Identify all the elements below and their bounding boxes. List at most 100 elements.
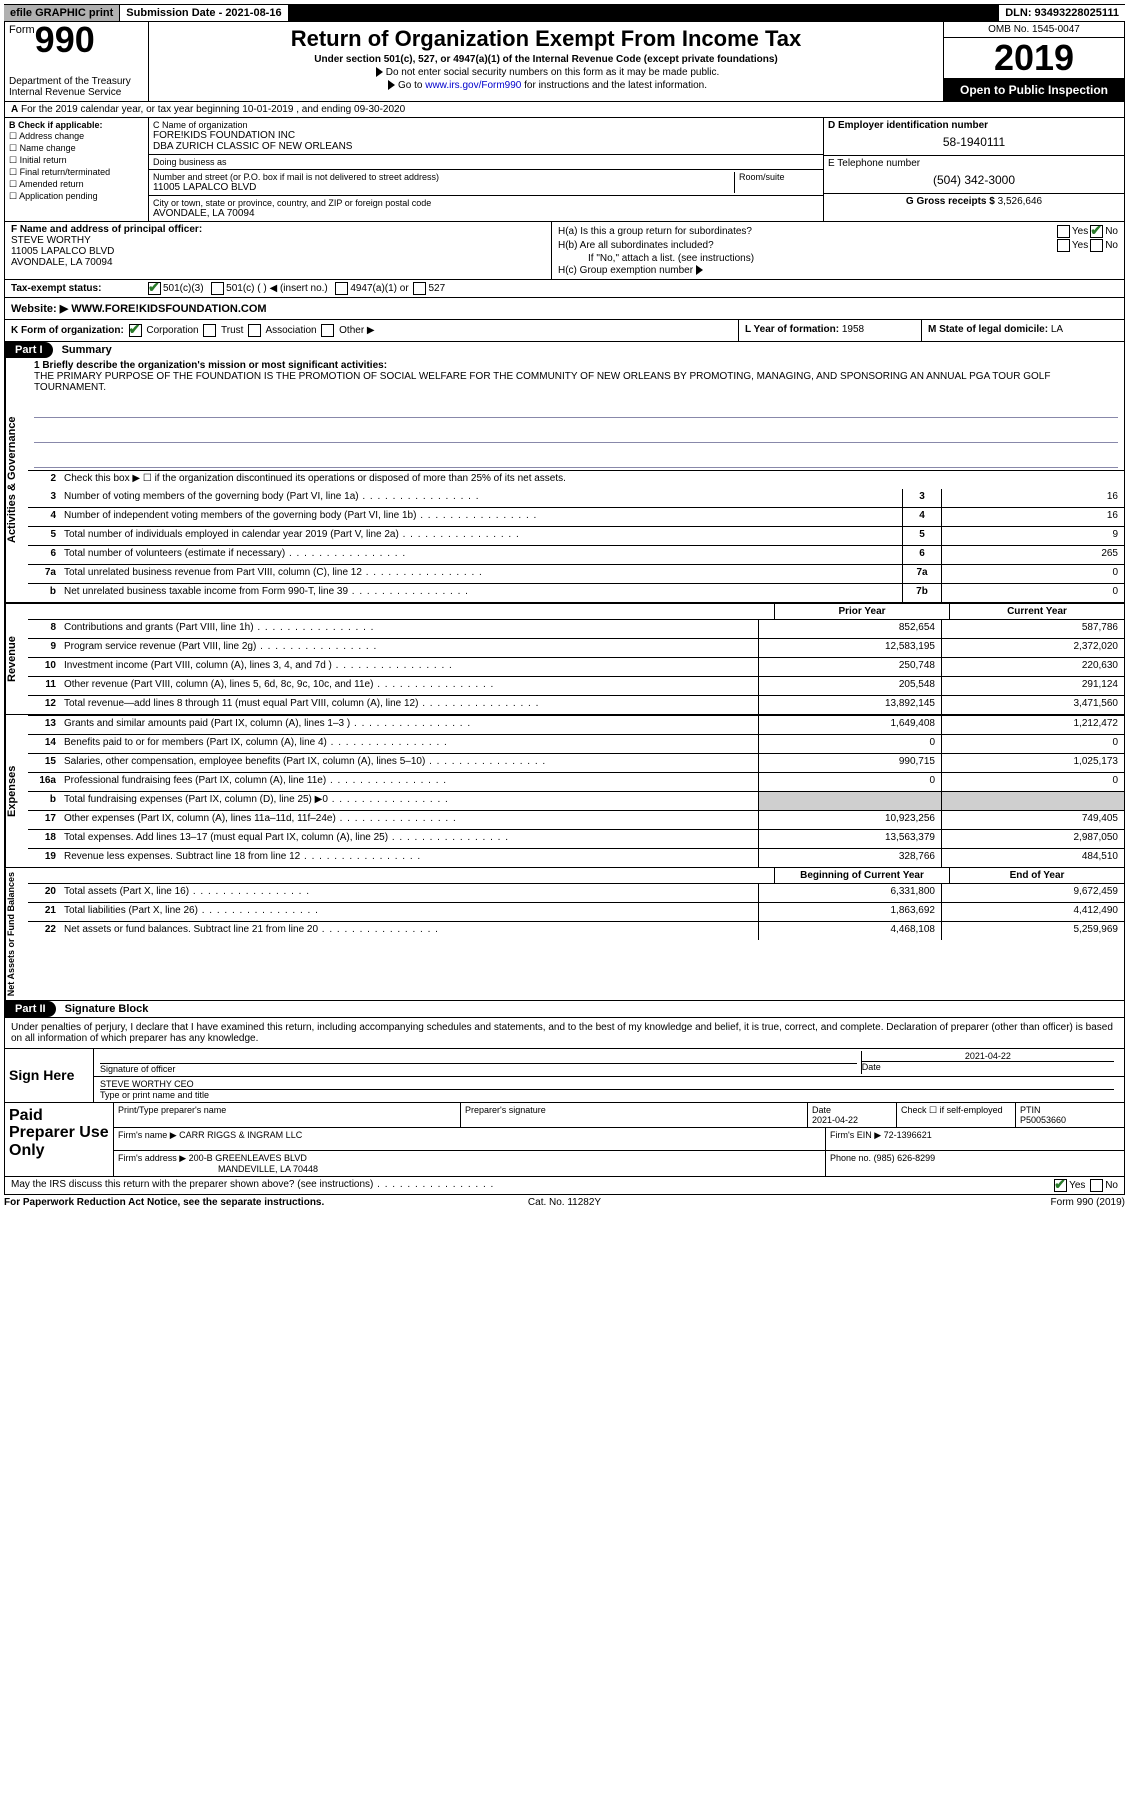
dln: DLN: 93493228025111	[999, 5, 1125, 21]
line-text: Number of independent voting members of …	[60, 508, 902, 526]
irs-no-chk[interactable]	[1090, 1179, 1103, 1192]
hb-no-chk[interactable]	[1090, 239, 1103, 252]
chk-4947[interactable]	[335, 282, 348, 295]
chk-app-pending[interactable]: Application pending	[9, 191, 144, 202]
chk-corp[interactable]	[129, 324, 142, 337]
row-k: K Form of organization: Corporation Trus…	[4, 320, 1125, 342]
hb-yes: Yes	[1072, 240, 1088, 251]
prep-selfemp: Check ☐ if self-employed	[897, 1103, 1016, 1127]
q2-row: 2 Check this box ▶ ☐ if the organization…	[28, 470, 1124, 489]
city-label: City or town, state or province, country…	[153, 198, 819, 208]
officer-label: F Name and address of principal officer:	[11, 224, 545, 235]
chk-trust[interactable]	[203, 324, 216, 337]
line-text: Net assets or fund balances. Subtract li…	[60, 922, 758, 940]
activities-content: 1 Briefly describe the organization's mi…	[28, 358, 1124, 602]
form-subtitle: Under section 501(c), 527, or 4947(a)(1)…	[157, 54, 935, 65]
prior-value: 13,563,379	[758, 830, 941, 848]
prior-value: 10,923,256	[758, 811, 941, 829]
prior-value: 13,892,145	[758, 696, 941, 714]
chk-501c3[interactable]	[148, 282, 161, 295]
ha-no-chk[interactable]	[1090, 225, 1103, 238]
prior-value: 990,715	[758, 754, 941, 772]
header-spacer	[28, 604, 775, 619]
line-row: 9 Program service revenue (Part VIII, li…	[28, 638, 1124, 657]
line-value: 265	[941, 546, 1124, 564]
firm-addr-row: Firm's address ▶ 200-B GREENLEAVES BLVD …	[114, 1151, 1124, 1176]
part-ii-tag: Part II	[5, 1001, 56, 1017]
chk-501c[interactable]	[211, 282, 224, 295]
line-row: 10 Investment income (Part VIII, column …	[28, 657, 1124, 676]
firm-addr-label: Firm's address ▶	[118, 1153, 186, 1163]
line-text: Total fundraising expenses (Part IX, col…	[60, 792, 758, 810]
line-value: 16	[941, 489, 1124, 507]
footer-right: Form 990 (2019)	[751, 1197, 1125, 1208]
prior-value: 328,766	[758, 849, 941, 867]
expenses-content: 13 Grants and similar amounts paid (Part…	[28, 715, 1124, 867]
hdr-prior: Prior Year	[775, 604, 950, 619]
prep-name-hdr: Print/Type preparer's name	[114, 1103, 461, 1127]
chk-name-change[interactable]: Name change	[9, 143, 144, 154]
prior-value: 0	[758, 735, 941, 753]
chk-final-return[interactable]: Final return/terminated	[9, 167, 144, 178]
line-num: 13	[28, 716, 60, 734]
box-f: F Name and address of principal officer:…	[5, 222, 552, 279]
line-num: 5	[28, 527, 60, 545]
chk-527[interactable]	[413, 282, 426, 295]
box-g: G Gross receipts $ 3,526,646	[824, 194, 1124, 209]
hb-yes-chk[interactable]	[1057, 239, 1070, 252]
form-header: Form990 Department of the Treasury Inter…	[4, 22, 1125, 102]
hb-no: No	[1105, 240, 1118, 251]
firm-phone-val: (985) 626-8299	[874, 1153, 936, 1163]
opt-501c3: 501(c)(3)	[163, 283, 204, 294]
footer: For Paperwork Reduction Act Notice, see …	[4, 1195, 1125, 1210]
line-text: Total liabilities (Part X, line 26)	[60, 903, 758, 921]
l-year: L Year of formation: 1958	[739, 320, 922, 341]
line-row: 12 Total revenue—add lines 8 through 11 …	[28, 695, 1124, 714]
irs-yes-chk[interactable]	[1054, 1179, 1067, 1192]
line-row: 5 Total number of individuals employed i…	[28, 526, 1124, 545]
dba-label: Doing business as	[153, 157, 819, 167]
irs-link[interactable]: www.irs.gov/Form990	[425, 80, 521, 91]
line-text: Salaries, other compensation, employee b…	[60, 754, 758, 772]
firm-addr-cell: Firm's address ▶ 200-B GREENLEAVES BLVD …	[114, 1151, 826, 1176]
ha-yes-chk[interactable]	[1057, 225, 1070, 238]
current-value: 9,672,459	[941, 884, 1124, 902]
line-text: Grants and similar amounts paid (Part IX…	[60, 716, 758, 734]
line-row: 8 Contributions and grants (Part VIII, l…	[28, 619, 1124, 638]
hc-label: H(c) Group exemption number	[558, 265, 693, 276]
form-number: 990	[35, 24, 95, 56]
prep-date-cell: Date 2021-04-22	[808, 1103, 897, 1127]
chk-amended[interactable]: Amended return	[9, 179, 144, 190]
prior-value: 0	[758, 773, 941, 791]
chk-assoc[interactable]	[248, 324, 261, 337]
line-text: Program service revenue (Part VIII, line…	[60, 639, 758, 657]
street-cell: Number and street (or P.O. box if mail i…	[149, 170, 823, 196]
line1-text: Do not enter social security numbers on …	[386, 67, 719, 78]
tax-exempt-label: Tax-exempt status:	[11, 283, 146, 294]
org-name-label: C Name of organization	[153, 120, 819, 130]
box-h: H(a) Is this a group return for subordin…	[552, 222, 1124, 279]
line-row: 14 Benefits paid to or for members (Part…	[28, 734, 1124, 753]
irs-yes: Yes	[1069, 1180, 1085, 1191]
sig-name-field: STEVE WORTHY CEO Type or print name and …	[100, 1079, 1118, 1100]
firm-ein-label: Firm's EIN ▶	[830, 1130, 881, 1140]
line-row: b Net unrelated business taxable income …	[28, 583, 1124, 602]
sig-officer-row: Signature of officer 2021-04-22 Date	[94, 1049, 1124, 1077]
row-fh: F Name and address of principal officer:…	[4, 222, 1125, 280]
chk-other[interactable]	[321, 324, 334, 337]
part-ii-title: Signature Block	[59, 1001, 155, 1017]
ha-yes: Yes	[1072, 226, 1088, 237]
line-row: 13 Grants and similar amounts paid (Part…	[28, 715, 1124, 734]
line-num: 18	[28, 830, 60, 848]
line-value: 0	[941, 584, 1124, 602]
line-text: Net unrelated business taxable income fr…	[60, 584, 902, 602]
org-name-cell: C Name of organization FORE!KIDS FOUNDAT…	[149, 118, 823, 155]
line-row: 19 Revenue less expenses. Subtract line …	[28, 848, 1124, 867]
header-right: OMB No. 1545-0047 2019 Open to Public In…	[944, 22, 1124, 101]
chk-address-change[interactable]: Address change	[9, 131, 144, 142]
opt-501c: 501(c) ( ) ◀ (insert no.)	[226, 283, 328, 294]
chk-initial-return[interactable]: Initial return	[9, 155, 144, 166]
current-value: 484,510	[941, 849, 1124, 867]
current-value: 220,630	[941, 658, 1124, 676]
website-label: Website: ▶	[11, 303, 68, 315]
